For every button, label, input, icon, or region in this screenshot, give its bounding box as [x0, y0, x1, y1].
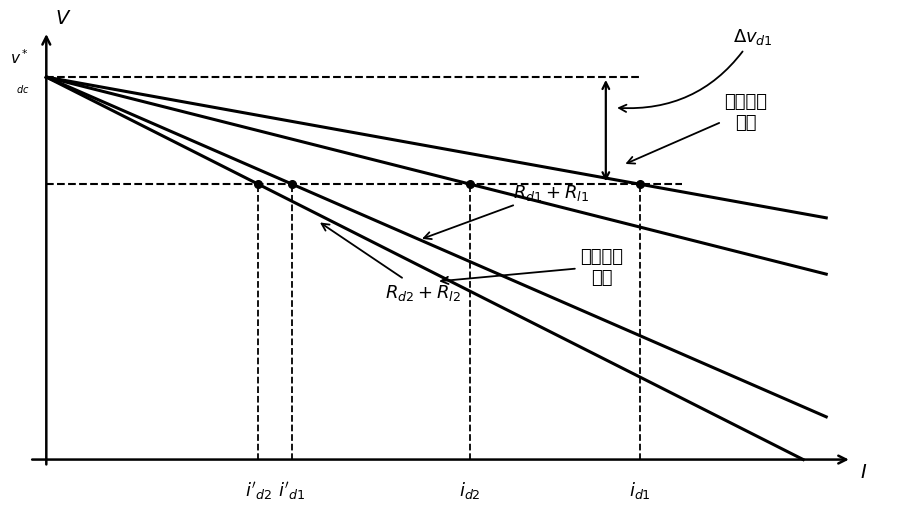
Text: 虚拟电阵
较大: 虚拟电阵 较大	[441, 247, 623, 286]
Text: $i'_{d1}$: $i'_{d1}$	[278, 479, 305, 501]
Text: $i_{d1}$: $i_{d1}$	[629, 479, 651, 500]
Text: $R_{d1}+R_{l1}$: $R_{d1}+R_{l1}$	[423, 182, 588, 240]
Text: $V$: $V$	[55, 10, 71, 29]
Text: $R_{d2}+R_{l2}$: $R_{d2}+R_{l2}$	[322, 224, 461, 302]
Text: $i'_{d2}$: $i'_{d2}$	[244, 479, 272, 501]
Text: $v^*$: $v^*$	[11, 48, 30, 67]
Text: $I$: $I$	[860, 464, 868, 482]
Text: 虚拟电阵
较小: 虚拟电阵 较小	[627, 93, 768, 164]
Text: $i_{d2}$: $i_{d2}$	[460, 479, 481, 500]
Text: $\Delta v_{d1}$: $\Delta v_{d1}$	[619, 27, 773, 112]
Text: $_{dc}$: $_{dc}$	[16, 82, 30, 96]
